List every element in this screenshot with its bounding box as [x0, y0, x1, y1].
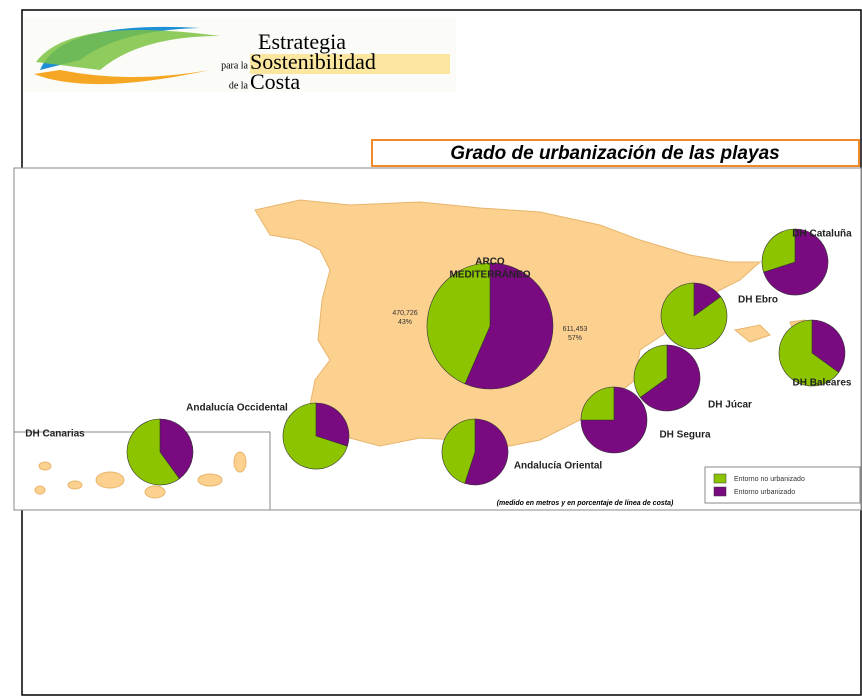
pie-slice [464, 418, 509, 486]
region-label: DH Segura [659, 430, 711, 441]
legend-label: Entorno no urbanizado [734, 476, 805, 483]
pie-slice [580, 386, 615, 421]
value-label: 470,726 [392, 310, 417, 317]
pie-slice [441, 418, 476, 484]
pie-slice [633, 344, 668, 398]
region-label: DH Júcar [708, 400, 752, 411]
percent-label: 43% [398, 319, 412, 326]
island [733, 324, 771, 343]
canary-islands [34, 451, 247, 499]
title: Grado de urbanización de las playas [450, 143, 779, 164]
pie-slice [639, 344, 701, 412]
logo-highlight [250, 54, 450, 74]
value-label: 611,453 [563, 326, 588, 333]
pie-slice [811, 319, 846, 373]
pie-slice [660, 282, 728, 350]
pie-slice [159, 418, 194, 480]
logo: Estrategia para la Sostenibilidad de la … [24, 18, 456, 94]
logo-swoosh [34, 70, 210, 85]
region-label: DH Baleares [793, 378, 852, 389]
percent-label: 57% [568, 335, 582, 342]
region-label: ARCO [475, 257, 505, 268]
pie-slice [426, 262, 491, 385]
logo-text: Sostenibilidad [250, 49, 376, 74]
region-label: Andalucía Occidental [186, 403, 288, 414]
logo-text: para la [221, 60, 248, 71]
region-label: Andalucía Oriental [514, 461, 603, 472]
logo-text: Costa [250, 69, 300, 94]
legend-box [704, 466, 861, 504]
pie-slice [282, 402, 348, 470]
pie-slice [778, 319, 840, 387]
region-label: MEDITERRÁNEO [449, 268, 530, 281]
logo-swoosh [36, 29, 220, 70]
pie-slice [763, 228, 829, 296]
region-label: DH Ebro [738, 295, 778, 306]
logo-text: de la [229, 80, 249, 91]
note: (medido en metros y en porcentaje de lín… [497, 500, 674, 507]
region-label: DH Cataluña [792, 229, 852, 240]
pie-slice [464, 262, 554, 390]
logo-text: Estrategia [258, 29, 346, 54]
legend-swatch [713, 473, 727, 484]
pie-slice [761, 228, 796, 273]
pie-slice [315, 402, 350, 447]
legend-label: Entorno urbanizado [734, 489, 795, 496]
legend-swatch [713, 486, 727, 497]
title-box [371, 139, 860, 167]
pie-slice [126, 418, 180, 486]
region-label: DH Canarias [25, 429, 85, 440]
